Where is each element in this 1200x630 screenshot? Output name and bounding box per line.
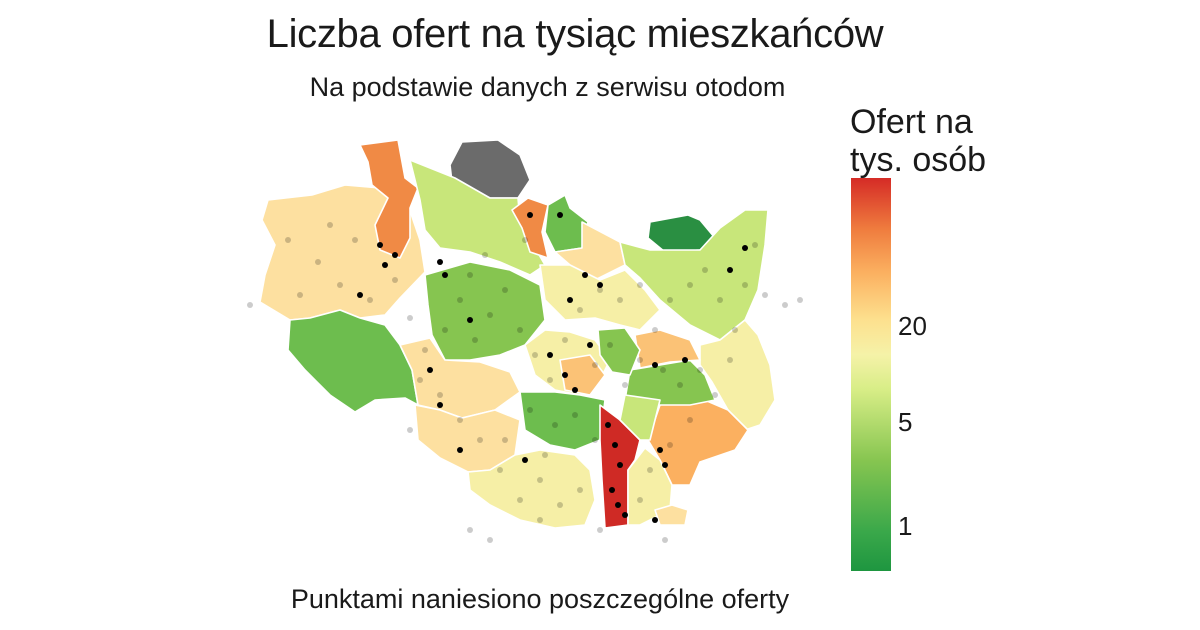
district-southeast-orange [647, 397, 749, 486]
district-center-orange [559, 354, 606, 396]
district-southwest [287, 309, 419, 413]
chart-caption: Punktami naniesiono poszczególne oferty [290, 584, 790, 614]
chart-title: Liczba ofert na tysiąc mieszkańców [266, 12, 884, 56]
district-center-north-yellow [539, 264, 661, 331]
district-north-orange-small [511, 197, 549, 259]
legend-colorbar [851, 178, 891, 571]
district-north-lightgreen [409, 159, 546, 276]
district-center-lightgreen [619, 394, 661, 441]
district-center-west-green [424, 261, 546, 361]
district-south-yellow [467, 449, 596, 529]
legend-tick-1: 1 [898, 511, 913, 541]
district-south-tip-beige [654, 504, 689, 526]
district-center-green [597, 327, 641, 376]
district-east-lightgreen [619, 209, 769, 341]
legend-title-line1: Ofert na [850, 103, 973, 141]
legend-title-line2: tys. osób [850, 141, 987, 179]
district-east-yellow [699, 319, 776, 431]
legend-tick-20: 20 [898, 311, 927, 341]
offer-points [247, 212, 803, 543]
district-south-east-yellow [627, 447, 673, 526]
chart-subtitle: Na podstawie danych z serwisu otodom [309, 72, 786, 102]
district-west-beige [399, 337, 521, 419]
district-northwest-orange [359, 139, 419, 259]
legend-tick-5: 5 [898, 407, 913, 437]
district-center-south-green [519, 391, 606, 451]
